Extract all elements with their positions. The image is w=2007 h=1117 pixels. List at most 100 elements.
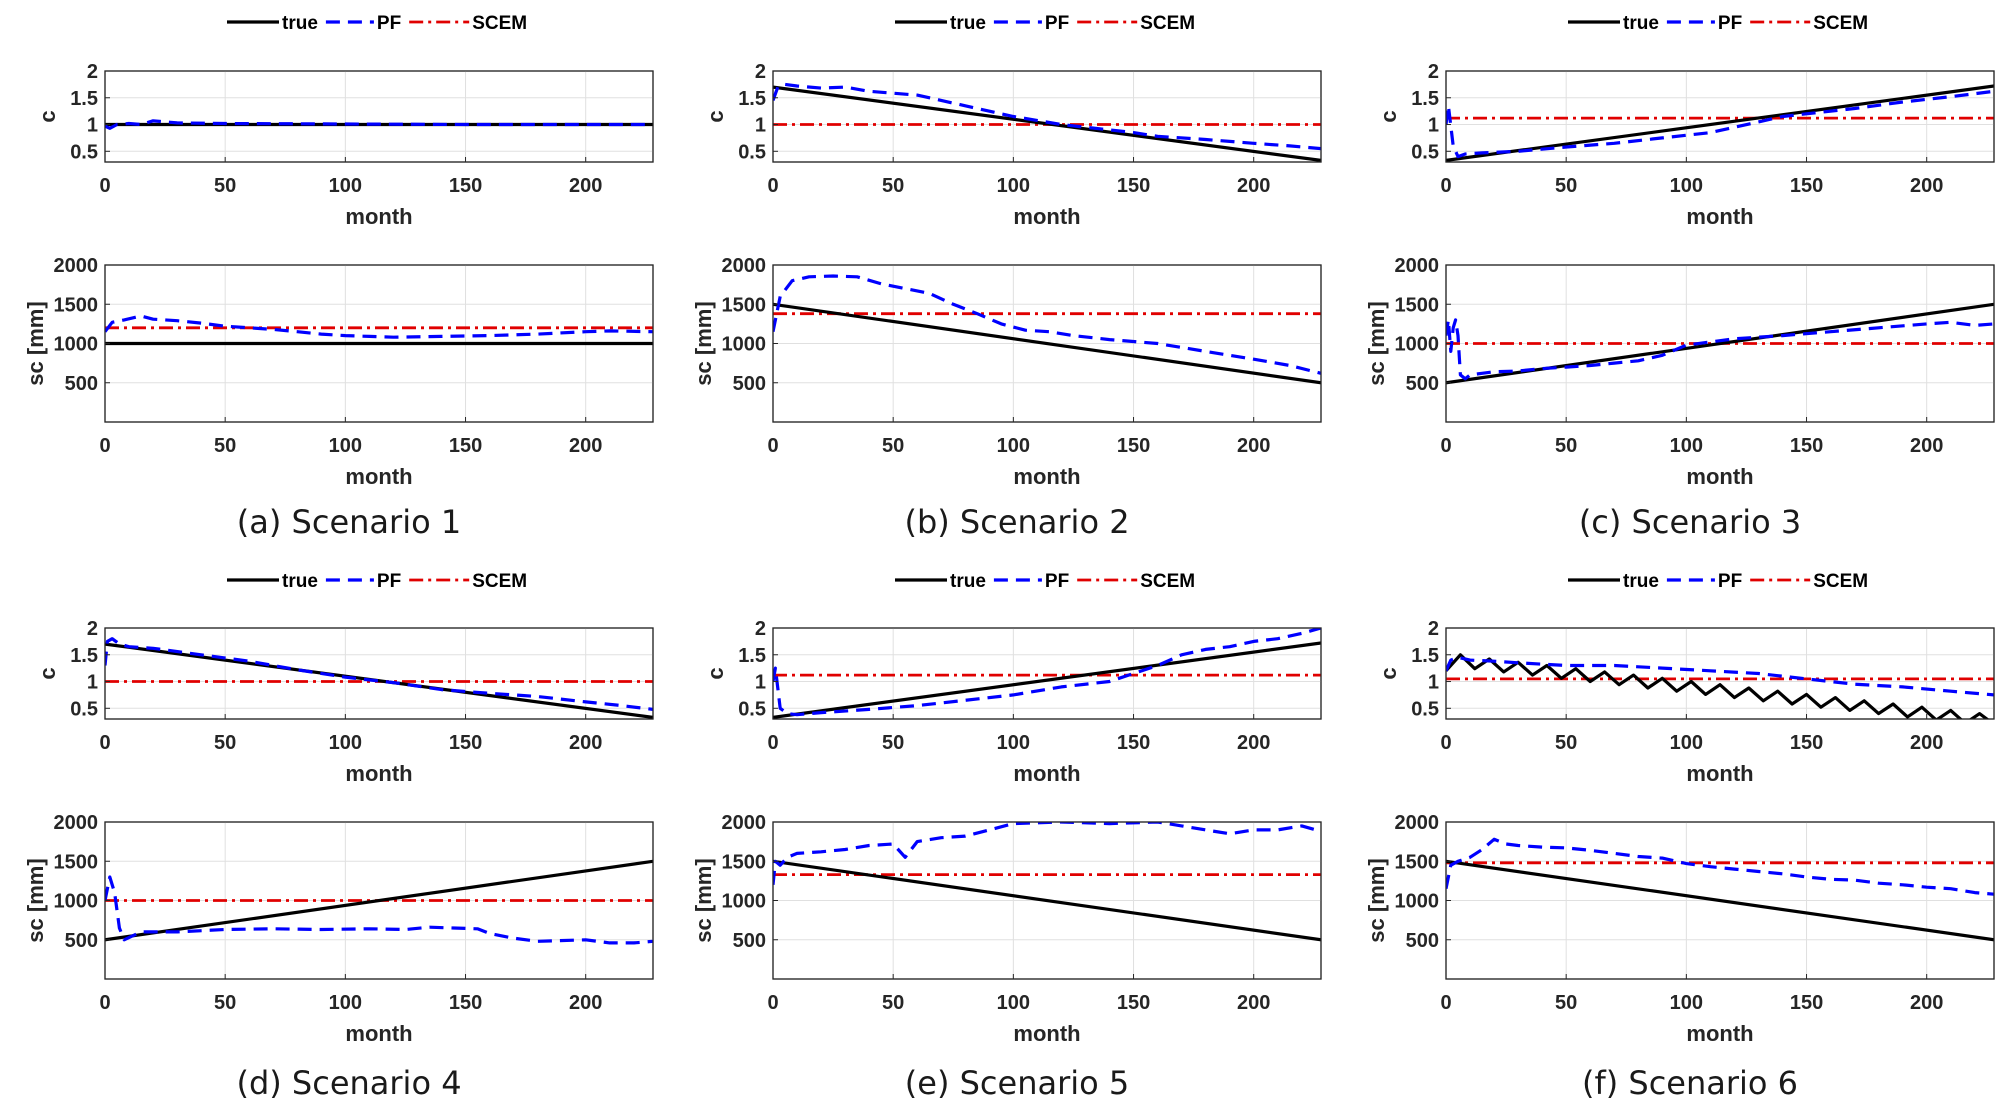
legend: true PF SCEM [895, 571, 1195, 592]
s3-sc-y-axis-label: sc [mm] [1364, 301, 1389, 385]
s6-sc-y-tick-label: 1000 [1395, 891, 1440, 913]
legend-label-true: true [950, 571, 986, 592]
s2-c-x-tick-label: 50 [882, 175, 904, 197]
s3-c-x-tick-label: 150 [1790, 175, 1823, 197]
s6-sc-x-tick-label: 200 [1910, 992, 1943, 1014]
s3-sc-x-tick-label: 200 [1910, 435, 1943, 457]
s5-c-x-tick-label: 200 [1237, 732, 1270, 754]
s5-c-series-true [773, 641, 1321, 719]
s2-sc-series-true [773, 302, 1321, 385]
legend-label-scem: SCEM [1813, 13, 1868, 34]
s6-c-x-tick-label: 0 [1440, 732, 1451, 754]
s1-sc-y-tick-label: 1000 [54, 334, 99, 356]
s6-c-y-tick-label: 2 [1428, 618, 1439, 640]
legend-label-scem: SCEM [1140, 571, 1195, 592]
s5-c-y-tick-label: 1 [755, 672, 766, 694]
s4-c-series-pf [105, 637, 653, 711]
s4-sc-x-tick-label: 0 [99, 992, 110, 1014]
s4-c-x-axis-label: month [345, 761, 412, 786]
s3-c-y-tick-label: 1 [1428, 115, 1439, 137]
s1-c-series-pf [105, 119, 653, 130]
s6-c-x-tick-label: 200 [1910, 732, 1943, 754]
s5-sc-y-axis-label: sc [mm] [691, 858, 716, 942]
s5-c-y-tick-label: 0.5 [738, 698, 766, 720]
legend-label-pf: PF [1045, 13, 1069, 34]
s2-sc-y-tick-label: 2000 [722, 255, 767, 277]
s2-sc-x-tick-label: 200 [1237, 435, 1270, 457]
s5-c-x-tick-label: 150 [1117, 732, 1150, 754]
s6-sc-series-pf [1446, 837, 1994, 896]
s6-sc-x-tick-label: 0 [1440, 992, 1451, 1014]
s3-c-x-tick-label: 0 [1440, 175, 1451, 197]
s6-c-frame [1445, 627, 1995, 720]
panel-sc: 0 50 100 150 200 500 1000 1500 2000 month sc [mm] [23, 812, 654, 1046]
s6-c-x-tick-label: 150 [1790, 732, 1823, 754]
s1-sc-x-tick-label: 50 [214, 435, 236, 457]
scenario-6: true PF SCEM 0 50 100 150 200 0.5 1 1.5 2 month c 0 50 1… [1364, 571, 1995, 1102]
scenario-caption: (e) Scenario 5 [905, 1064, 1129, 1102]
s1-c-x-tick-label: 0 [99, 175, 110, 197]
s4-c-y-tick-label: 2 [87, 618, 98, 640]
s2-sc-x-tick-label: 150 [1117, 435, 1150, 457]
s4-c-y-axis-label: c [35, 667, 60, 679]
s3-sc-y-tick-label: 1500 [1395, 294, 1440, 316]
legend-label-scem: SCEM [1813, 571, 1868, 592]
s2-sc-y-tick-label: 500 [733, 373, 766, 395]
s1-sc-y-tick-label: 500 [65, 373, 98, 395]
panel-c: 0 50 100 150 200 0.5 1 1.5 2 month c [1376, 618, 1995, 786]
panel-sc: 0 50 100 150 200 500 1000 1500 2000 month sc [mm] [23, 255, 654, 489]
s4-sc-x-tick-label: 100 [329, 992, 362, 1014]
panel-sc: 0 50 100 150 200 500 1000 1500 2000 month sc [mm] [691, 255, 1322, 489]
s4-c-y-tick-label: 1.5 [70, 645, 98, 667]
s4-c-x-tick-label: 100 [329, 732, 362, 754]
s2-sc-x-tick-label: 100 [997, 435, 1030, 457]
s2-c-x-tick-label: 0 [767, 175, 778, 197]
s2-c-x-axis-label: month [1013, 204, 1080, 229]
s3-sc-series-pf [1446, 318, 1994, 381]
scenario-4: true PF SCEM 0 50 100 150 200 0.5 1 1.5 2 month c 0 50 1… [23, 571, 654, 1102]
s5-sc-y-tick-label: 1000 [722, 891, 767, 913]
s4-sc-series-pf [105, 875, 653, 945]
s1-c-y-axis-label: c [35, 110, 60, 122]
s5-sc-y-tick-label: 2000 [722, 812, 767, 834]
s6-c-x-tick-label: 100 [1670, 732, 1703, 754]
legend-label-scem: SCEM [1140, 13, 1195, 34]
s6-c-x-axis-label: month [1686, 761, 1753, 786]
s3-sc-x-tick-label: 150 [1790, 435, 1823, 457]
s2-sc-x-tick-label: 0 [767, 435, 778, 457]
s5-c-x-tick-label: 0 [767, 732, 778, 754]
scenario-caption: (f) Scenario 6 [1582, 1064, 1798, 1102]
s6-sc-y-tick-label: 2000 [1395, 812, 1440, 834]
legend-label-pf: PF [377, 571, 401, 592]
legend-label-pf: PF [1718, 13, 1742, 34]
legend-label-true: true [1623, 571, 1659, 592]
s2-c-y-tick-label: 1 [755, 115, 766, 137]
s3-c-x-tick-label: 100 [1670, 175, 1703, 197]
s3-sc-x-axis-label: month [1686, 464, 1753, 489]
s5-c-series-pf [773, 628, 1321, 717]
s5-c-x-axis-label: month [1013, 761, 1080, 786]
panel-c: 0 50 100 150 200 0.5 1 1.5 2 month c [703, 61, 1322, 229]
s1-c-y-tick-label: 2 [87, 61, 98, 83]
s2-sc-y-tick-label: 1500 [722, 294, 767, 316]
panel-sc: 0 50 100 150 200 500 1000 1500 2000 month sc [mm] [1364, 812, 1995, 1046]
legend-label-scem: SCEM [472, 13, 527, 34]
s6-c-series-pf [1446, 655, 1994, 697]
s4-sc-x-tick-label: 200 [569, 992, 602, 1014]
s4-c-frame [104, 627, 654, 720]
s5-sc-y-tick-label: 500 [733, 930, 766, 952]
s6-c-y-tick-label: 0.5 [1411, 698, 1439, 720]
s6-sc-x-axis-label: month [1686, 1021, 1753, 1046]
scenario-1: true PF SCEM 0 50 100 150 200 0.5 1 1.5 2 month c 0 50 1… [23, 13, 654, 541]
s4-sc-y-tick-label: 500 [65, 930, 98, 952]
s6-sc-y-tick-label: 500 [1406, 930, 1439, 952]
legend-label-true: true [282, 13, 318, 34]
panel-c: 0 50 100 150 200 0.5 1 1.5 2 month c [1376, 61, 1995, 229]
legend: true PF SCEM [1568, 13, 1868, 34]
scenario-2: true PF SCEM 0 50 100 150 200 0.5 1 1.5 2 month c 0 50 1… [691, 13, 1322, 541]
legend: true PF SCEM [1568, 571, 1868, 592]
s5-c-frame [772, 627, 1322, 720]
s3-c-y-tick-label: 1.5 [1411, 88, 1439, 110]
s1-c-y-tick-label: 1.5 [70, 88, 98, 110]
s3-c-x-tick-label: 200 [1910, 175, 1943, 197]
